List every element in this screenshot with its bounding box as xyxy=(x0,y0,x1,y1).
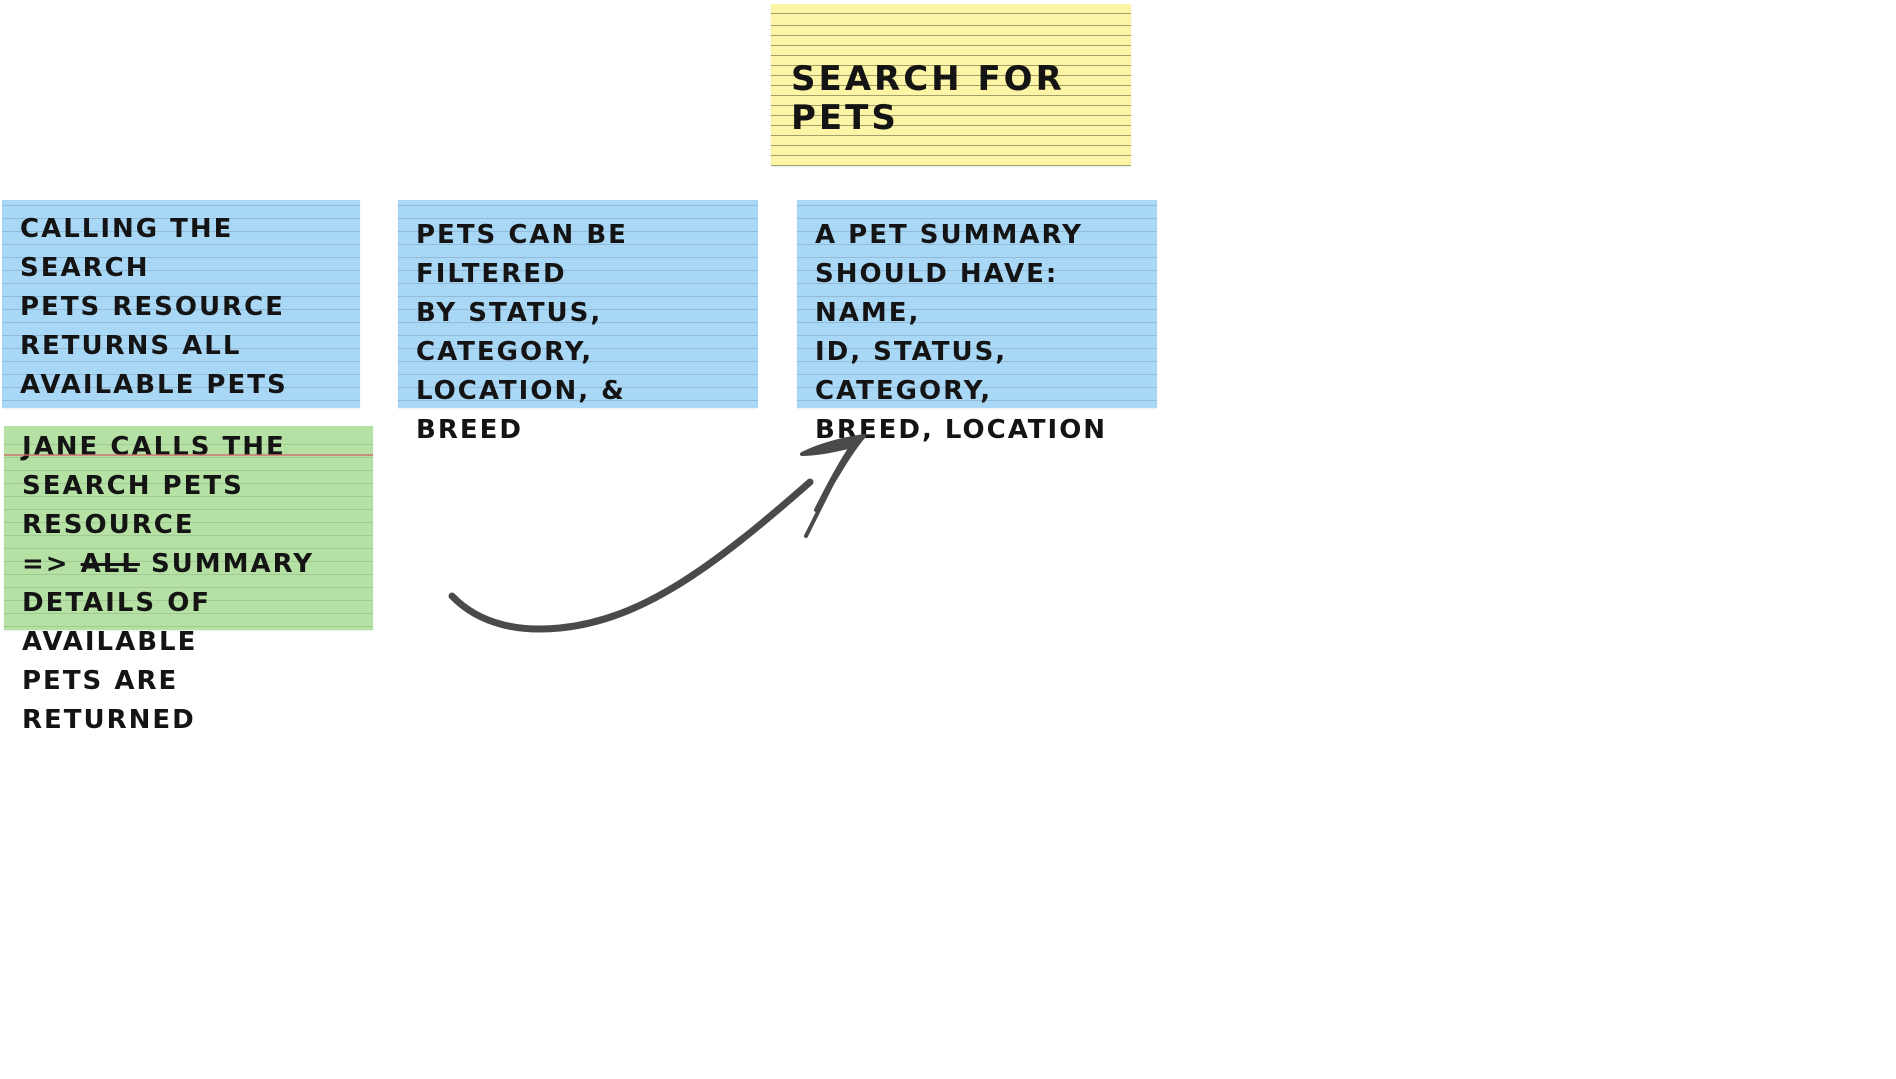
card-header-rule xyxy=(4,454,373,456)
connector-arrow xyxy=(448,434,866,633)
connector-arrow-head-tail xyxy=(804,442,854,538)
story-card[interactable]: SEARCH FOR PETS xyxy=(771,4,1131,166)
rule-card-3[interactable]: A PET SUMMARY SHOULD HAVE: NAME, ID, STA… xyxy=(797,200,1157,445)
rule-card-3-text: A PET SUMMARY SHOULD HAVE: NAME, ID, STA… xyxy=(815,220,1108,445)
example-line-1: JANE CALLS THE xyxy=(22,432,286,462)
example-card-1-text: JANE CALLS THE SEARCH PETS RESOURCE => A… xyxy=(22,428,355,740)
example-card-1[interactable]: JANE CALLS THE SEARCH PETS RESOURCE => A… xyxy=(4,426,373,735)
rule-card-1-text: CALLING THE SEARCH PETS RESOURCE RETURNS… xyxy=(20,214,288,400)
example-line-4: DETAILS OF AVAILABLE xyxy=(22,588,212,657)
example-line-3-strikethrough: ALL xyxy=(80,549,140,579)
example-line-2: SEARCH PETS RESOURCE xyxy=(22,471,244,540)
example-line-3-prefix: => xyxy=(22,549,81,579)
rule-card-2[interactable]: PETS CAN BE FILTERED BY STATUS, CATEGORY… xyxy=(398,200,758,445)
example-line-3-suffix: SUMMARY xyxy=(139,549,315,579)
rule-card-1[interactable]: CALLING THE SEARCH PETS RESOURCE RETURNS… xyxy=(2,200,360,408)
connector-arrow-head xyxy=(800,434,866,512)
example-line-5: PETS ARE RETURNED xyxy=(22,666,196,735)
rule-card-2-text: PETS CAN BE FILTERED BY STATUS, CATEGORY… xyxy=(416,220,628,445)
story-card-text: SEARCH FOR PETS xyxy=(791,59,1065,138)
connector-arrow-shaft xyxy=(448,478,814,633)
